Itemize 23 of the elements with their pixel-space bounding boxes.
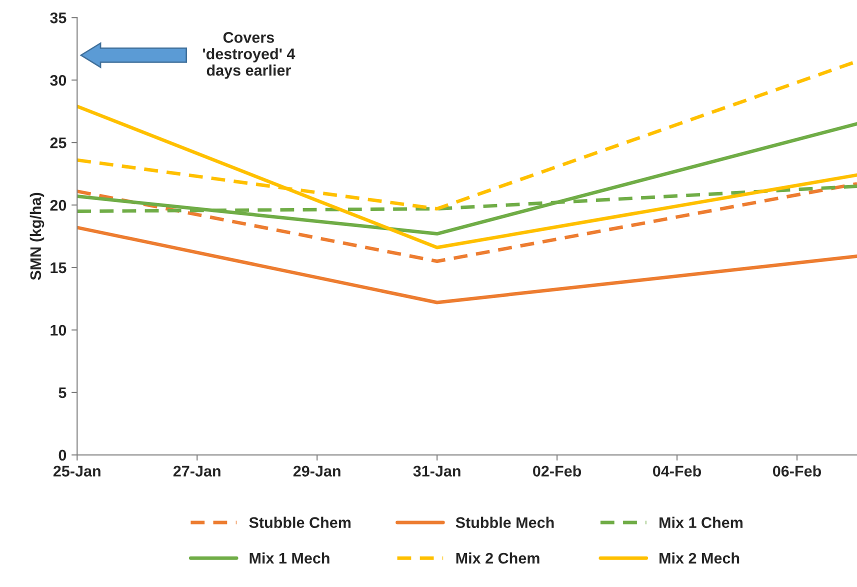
legend-label: Stubble Chem <box>249 516 351 528</box>
x-tick-label: 04-Feb <box>653 465 702 477</box>
legend-label: Mix 2 Chem <box>456 552 540 564</box>
x-tick-label: 31-Jan <box>413 466 460 477</box>
x-tick-label: 02-Feb <box>533 465 582 477</box>
legend-label: Mix 1 Mech <box>250 552 330 564</box>
y-tick-label: 35 <box>50 12 66 24</box>
y-tick-label: 10 <box>50 324 66 336</box>
legend-label: Stubble Mech <box>456 516 554 528</box>
annotation: Covers 'destroyed' 4 days earlier <box>203 32 296 79</box>
y-tick-label: 25 <box>50 137 66 148</box>
legend-label: Mix 1 Chem <box>660 516 742 528</box>
y-tick-label: 15 <box>50 262 66 274</box>
x-tick-label: 25-Jan <box>53 466 100 477</box>
y-tick-label: 5 <box>58 387 66 398</box>
y-tick-label: 20 <box>50 200 66 211</box>
x-tick-label: 06-Feb <box>772 465 822 477</box>
y-tick-label: 30 <box>50 74 66 86</box>
y-tick-label: 0 <box>58 450 66 461</box>
legend-label: Mix 2 Mech <box>660 552 740 564</box>
x-tick-label: 27-Jan <box>173 466 220 477</box>
x-tick-label: 29-Jan <box>293 466 340 477</box>
y-axis-title: SMN (kg/ha) <box>30 192 44 280</box>
